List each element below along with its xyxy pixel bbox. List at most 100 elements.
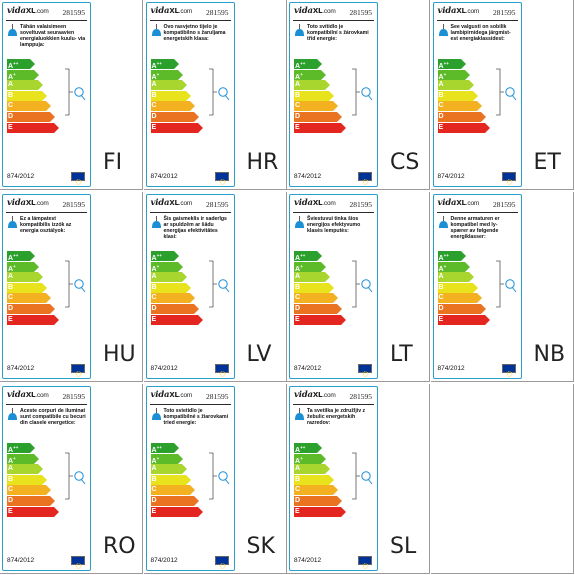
eu-flag-icon [71,556,85,569]
energy-class-bar: E [294,506,346,517]
energy-class-bar: A [437,80,474,91]
label-cell: vidaXL.com 281595 Aceste corpuri de ilumin… [0,384,143,574]
energy-class-letter: A++ [151,253,162,262]
brand-name: vida [150,390,170,400]
regulation-number: 874/2012 [437,173,465,180]
energy-class-letter: C [151,102,157,110]
energy-class-plus: ++ [443,61,449,66]
regulation-number: 874/2012 [437,365,465,372]
energy-class-letter: C [8,486,14,494]
energy-class-bar: B [437,282,478,293]
energy-class-letter: A++ [8,253,19,262]
energy-class-letter: A++ [295,253,306,262]
brand-logo: vidaXL.com [7,390,49,400]
brand-logo: vidaXL.com [294,198,336,208]
energy-class-bar: A [294,272,330,283]
model-number: 281595 [62,200,86,209]
regulation-number: 874/2012 [150,365,178,372]
pendant-lamp-icon [151,408,162,422]
compatibility-text: Ovo rasvjetno tijelo je kompatibilno s ž… [163,24,226,42]
energy-class-letter: A+ [8,263,16,273]
brand-suffix: .com [465,200,480,207]
energy-class-letter: D [295,304,301,312]
energy-class-letter: E [151,315,157,323]
regulation-number: 874/2012 [150,173,178,180]
header-divider [6,20,87,21]
energy-class-bar: E [150,506,203,517]
energy-class-plus: + [156,71,160,77]
energy-class-bar: D [294,111,342,122]
energy-class-letter: A+ [151,263,160,273]
pendant-lamp-icon [294,408,305,422]
eu-flag-icon [71,172,85,185]
pendant-lamp-icon [7,24,18,38]
energy-class-letter: A [295,465,301,473]
language-code: SL [390,534,417,559]
language-code: LT [390,342,413,367]
energy-class-bar: A++ [437,251,466,262]
energy-class-plus: + [300,455,303,461]
model-number: 281595 [493,8,516,17]
brand-logo: vidaXL.com [294,6,336,16]
energy-class-bar: C [437,293,482,304]
energy-class-letter: E [295,507,300,515]
energy-class-bar: B [150,90,191,101]
eu-flag-icon [214,364,229,377]
label-cell: vidaXL.com 281595 Ez a lámpatest kompatibi… [0,192,143,382]
energy-class-letter: C [295,102,301,110]
energy-class-bar: A [294,464,330,475]
energy-class-bar: B [294,90,334,101]
model-number: 281595 [206,392,229,401]
energy-class-plus: + [156,455,160,461]
eu-flag-icon [358,364,372,377]
header-divider [6,212,87,213]
energy-class-bar: D [437,111,486,122]
energy-class-plus: ++ [443,253,449,258]
header-divider [6,404,87,405]
energy-class-letter: D [151,112,157,120]
label-cell: vidaXL.com 281595 See valgusti on sobilik … [430,0,574,190]
language-code: ET [533,150,561,175]
eu-flag-icon [501,364,516,377]
energy-class-bar: C [7,101,51,112]
energy-class-bar: E [437,314,490,325]
energy-class-scale: A++ A+ A B C D E [437,59,490,133]
energy-class-plus: ++ [13,253,19,258]
energy-class-bar: E [150,314,203,325]
energy-class-bar: D [437,303,486,314]
header-divider [293,212,374,213]
energy-class-bar: E [294,314,346,325]
brand-suffix: .com [35,200,49,207]
energy-class-letter: B [438,283,444,291]
label-cell: vidaXL.com 281595 Ovo rasvjetno tijelo je … [143,0,287,190]
energy-class-letter: A [295,273,301,281]
brand-mark: XL [169,7,179,15]
brand-name: vida [7,390,26,400]
energy-class-letter: A+ [438,71,447,81]
model-number: 281595 [493,200,516,209]
compatibility-text: Denne armaturen er kompatibel med ly- sp… [450,216,500,240]
energy-class-letter: D [151,304,157,312]
energy-class-letter: D [8,112,14,120]
energy-class-bar: A++ [150,443,179,454]
brand-name: vida [437,6,457,16]
energy-class-scale: A++ A+ A B C D E [437,251,490,325]
language-code: SK [246,534,275,559]
regulation-number: 874/2012 [294,557,322,564]
compatibility-text: Šviestuvui tinka šios energijos efektyvu… [307,216,361,234]
energy-label-card: vidaXL.com 281595 See valgusti on sobilik … [432,2,522,187]
energy-class-bar: C [7,293,51,304]
regulation-number: 874/2012 [294,173,322,180]
energy-class-letter: A+ [295,71,303,81]
energy-class-bar: A++ [7,443,35,454]
energy-class-letter: A++ [295,61,306,70]
model-number: 281595 [62,392,86,401]
energy-class-letter: B [438,91,444,99]
pendant-lamp-icon [438,24,449,38]
energy-class-bar: A++ [150,59,179,70]
header-divider [436,212,518,213]
energy-class-letter: E [295,315,300,323]
energy-class-bar: A+ [150,261,183,273]
energy-class-plus: + [443,263,447,269]
brand-logo: vidaXL.com [294,390,336,400]
